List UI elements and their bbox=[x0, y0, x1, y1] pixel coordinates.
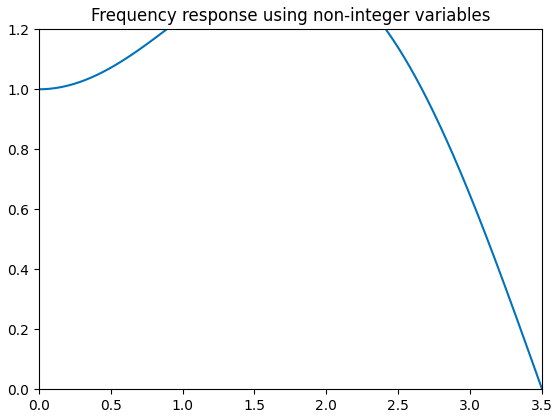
Title: Frequency response using non-integer variables: Frequency response using non-integer var… bbox=[91, 7, 490, 25]
